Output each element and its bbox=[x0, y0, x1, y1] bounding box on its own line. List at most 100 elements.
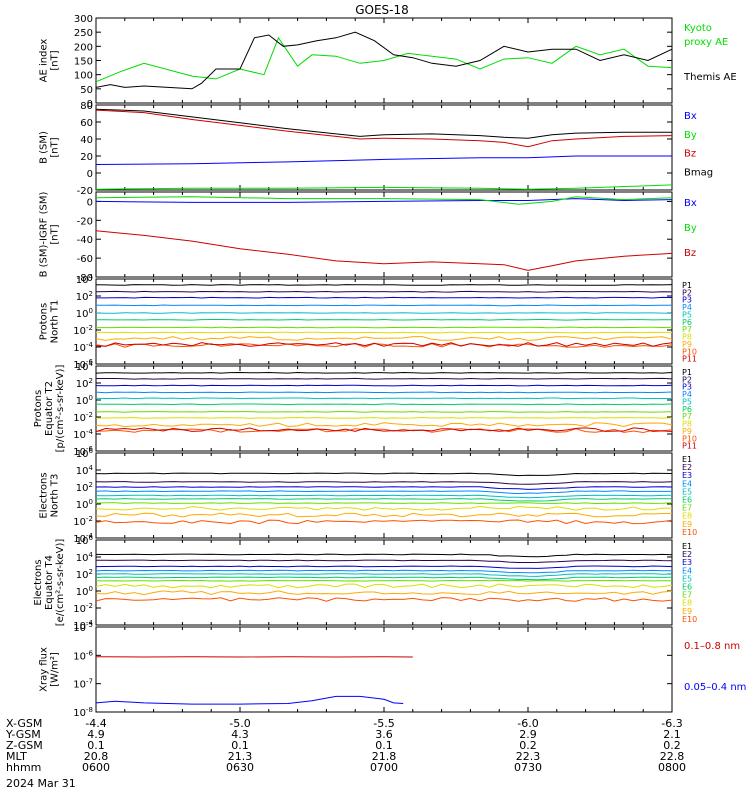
y-axis-title: Equator T2 bbox=[44, 381, 55, 436]
y-axis-title: [nT] bbox=[50, 137, 61, 157]
y-tick-label: 100 bbox=[76, 394, 93, 407]
y-tick-label: 104 bbox=[76, 273, 94, 286]
series-line bbox=[96, 198, 672, 203]
y-tick-label: 100 bbox=[76, 307, 93, 320]
y-axis-title: [e/(cm²-s-sr-keV)] bbox=[55, 539, 66, 627]
footer-value: -5.5 bbox=[373, 717, 394, 730]
channel-label: P9 bbox=[682, 427, 692, 436]
y-tick-label: 50 bbox=[80, 85, 93, 96]
footer-value: 0.1 bbox=[231, 739, 249, 752]
y-tick-label: 104 bbox=[76, 464, 94, 477]
footer-value: -5.0 bbox=[229, 717, 250, 730]
y-tick-label: 10-2 bbox=[73, 411, 93, 424]
y-tick-label: 106 bbox=[76, 447, 94, 460]
plot-area bbox=[96, 31, 672, 90]
channel-label: P7 bbox=[682, 412, 692, 421]
footer-value: 21.8 bbox=[372, 750, 397, 763]
footer-value: 2.1 bbox=[663, 728, 681, 741]
channel-label: E5 bbox=[682, 487, 692, 496]
channel-line-p9 bbox=[96, 422, 672, 428]
channel-line-e6 bbox=[96, 498, 672, 502]
series-line bbox=[96, 196, 672, 205]
channel-label: E7 bbox=[682, 591, 692, 600]
series-line bbox=[96, 108, 672, 139]
plot-area bbox=[96, 196, 672, 271]
y-tick-label: 10-4 bbox=[73, 532, 93, 545]
footer-ephemeris: X-GSM -4.4 -5.0 -5.5 -6.0 -6.3 Y-GSM 4.9 4.3 3.6 2… bbox=[5, 717, 686, 774]
y-tick-label: 104 bbox=[76, 360, 94, 373]
channel-line-e7 bbox=[96, 579, 672, 582]
channel-line-p3 bbox=[96, 296, 672, 299]
channel-line-p1 bbox=[96, 371, 672, 374]
series-line bbox=[96, 184, 672, 190]
y-axis-title: B (SM)-IGRF (SM) bbox=[39, 192, 50, 278]
y-tick-label: -20 bbox=[77, 216, 93, 227]
channel-label: E8 bbox=[682, 512, 692, 521]
y-tick-label: 150 bbox=[74, 57, 93, 68]
y-tick-label: 10-7 bbox=[73, 678, 93, 691]
y-tick-label: 102 bbox=[76, 568, 93, 581]
footer-value: 0600 bbox=[82, 761, 110, 774]
channel-label: P9 bbox=[682, 340, 692, 349]
channel-line-e5 bbox=[96, 573, 672, 577]
channel-line-e6 bbox=[96, 576, 672, 581]
footer-value: 0.2 bbox=[663, 739, 681, 752]
figure-title: GOES-18 bbox=[355, 3, 409, 17]
channel-label: P10 bbox=[682, 347, 697, 356]
y-axis-title: North T1 bbox=[50, 300, 61, 344]
channel-label: P3 bbox=[682, 383, 692, 392]
y-tick-label: -40 bbox=[77, 235, 93, 246]
footer-row-label: hhmm bbox=[6, 761, 41, 774]
channel-label: E4 bbox=[682, 566, 692, 575]
channel-line-p3 bbox=[96, 384, 672, 387]
channel-line-e4 bbox=[96, 569, 672, 574]
channel-line-p7 bbox=[96, 411, 672, 413]
channel-line-e3 bbox=[96, 565, 672, 569]
y-tick-label: 102 bbox=[76, 290, 93, 303]
series-line bbox=[96, 155, 672, 165]
footer-value: 0730 bbox=[514, 761, 542, 774]
legend-label: Kyoto bbox=[684, 23, 712, 34]
legend-label: Bx bbox=[684, 198, 697, 209]
panel-b_sm_igrf: 0 -20 -40 -60 -80 B (SM)-IGRF (SM) [nT] Bx By Bz bbox=[39, 191, 697, 284]
plot-area bbox=[96, 472, 672, 525]
panel-b_sm: 80 60 40 20 0 -20 B (SM) [nT] Bx By Bz Bmag bbox=[39, 101, 714, 197]
footer-value: -6.3 bbox=[661, 717, 682, 730]
channel-line-e2 bbox=[96, 481, 672, 485]
channel-label: E6 bbox=[682, 496, 692, 505]
y-tick-label: 10-2 bbox=[73, 324, 93, 337]
footer-value: -6.0 bbox=[517, 717, 538, 730]
footer-value: 0.1 bbox=[375, 739, 393, 752]
series-line bbox=[96, 109, 672, 148]
channel-label: E7 bbox=[682, 504, 692, 513]
panel-xray: 10-5 10-6 10-7 10-8 Xray flux [W/m²] 0.1–0.8 n… bbox=[39, 621, 747, 719]
channel-line-p8 bbox=[96, 416, 672, 419]
channel-line-p11 bbox=[96, 427, 672, 433]
channel-label: P6 bbox=[682, 318, 692, 327]
channel-line-e9 bbox=[96, 512, 672, 518]
y-tick-label: 200 bbox=[74, 42, 93, 53]
date-label: 2024 Mar 31 bbox=[6, 777, 76, 790]
y-tick-label: -60 bbox=[77, 254, 93, 265]
y-tick-label: 10-6 bbox=[73, 358, 93, 371]
legend-label: 0.1–0.8 nm bbox=[684, 641, 740, 652]
footer-value: 20.8 bbox=[84, 750, 109, 763]
channel-line-e7 bbox=[96, 502, 672, 505]
legend-label: By bbox=[684, 130, 697, 141]
channel-label: E1 bbox=[682, 455, 692, 464]
y-tick-label: 300 bbox=[74, 14, 93, 25]
channel-line-e1 bbox=[96, 553, 672, 558]
channel-line-p8 bbox=[96, 331, 672, 334]
channel-label: P11 bbox=[682, 442, 697, 451]
y-axis-title: Electrons bbox=[39, 472, 50, 518]
channel-line-e10 bbox=[96, 597, 672, 602]
panel-protons_t1: 104 102 100 10-2 10-4 10-6 Protons North T1 P1P2… bbox=[39, 273, 698, 371]
channel-line-e1 bbox=[96, 472, 672, 477]
channel-line-p5 bbox=[96, 312, 672, 314]
channel-label: E5 bbox=[682, 574, 692, 583]
legend-label: Themis AE bbox=[683, 72, 737, 83]
y-tick-label: 10-2 bbox=[73, 602, 93, 615]
legend-label: Bx bbox=[684, 111, 697, 122]
y-tick-label: -20 bbox=[77, 186, 93, 197]
y-tick-label: 102 bbox=[76, 481, 93, 494]
